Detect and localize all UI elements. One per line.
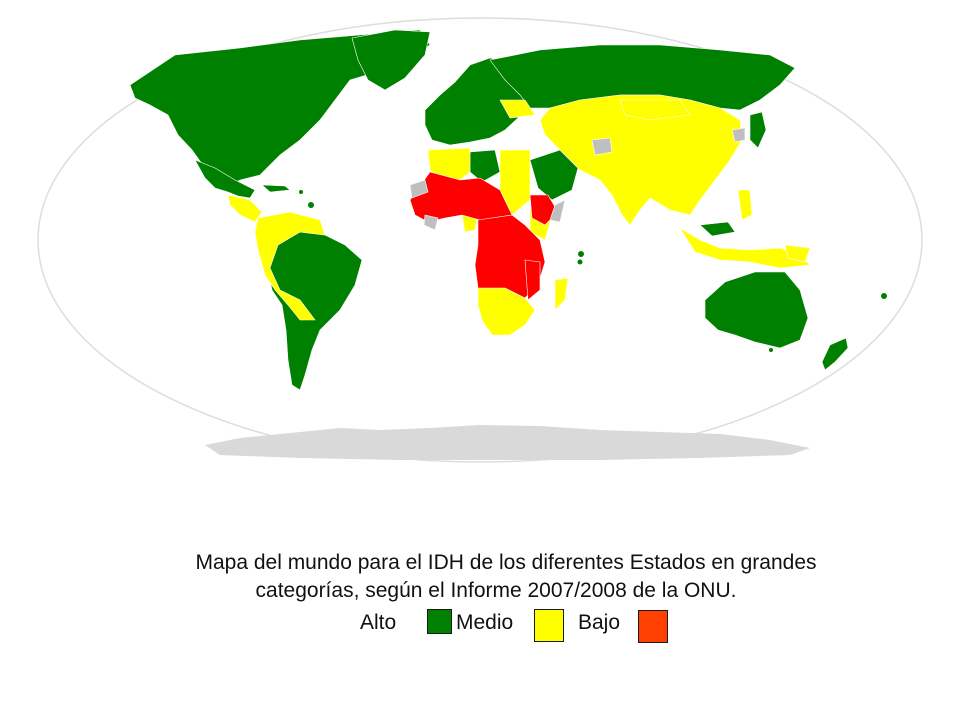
island-dot: [299, 190, 303, 194]
legend-label-high: Alto: [360, 611, 397, 634]
mozambique: [524, 259, 541, 301]
madagascar: [554, 277, 569, 311]
russia: [489, 44, 796, 111]
afghanistan: [591, 137, 613, 156]
island-dot: [769, 348, 773, 352]
south-america: [267, 231, 363, 391]
caption-line-1: Mapa del mundo para el IDH de los difere…: [195, 551, 817, 574]
west-africa-gray: [423, 214, 439, 231]
north-korea: [731, 127, 746, 143]
legend-swatch-high: [427, 609, 452, 634]
legend-label-low: Bajo: [578, 611, 621, 634]
region-low-hdi: [409, 171, 559, 301]
philippines: [737, 189, 753, 221]
antarctica: [205, 425, 810, 460]
greenland: [351, 29, 431, 91]
legend-label-medium: Medio: [456, 611, 514, 634]
legend-swatch-low: [638, 610, 668, 643]
legend: Alto Medio Bajo: [0, 606, 960, 646]
north-america: [129, 29, 431, 189]
malaysia: [699, 221, 736, 237]
caribbean: [261, 184, 291, 193]
island-dot: [308, 202, 314, 208]
central-america: [227, 194, 263, 223]
caucasus: [499, 99, 536, 119]
mongolia: [619, 99, 691, 121]
japan: [749, 111, 767, 149]
island-dot: [578, 251, 584, 257]
north-south-america: [254, 211, 326, 321]
island-dot: [577, 259, 583, 265]
australia: [704, 271, 809, 349]
legend-swatch-medium: [534, 609, 564, 642]
new-zealand: [821, 337, 849, 371]
asia: [539, 94, 743, 226]
papua: [784, 244, 811, 263]
island-dot: [881, 293, 887, 299]
world-map: [37, 17, 923, 463]
world-map-container: [37, 17, 923, 463]
region-high-hdi: [129, 29, 887, 391]
somalia-gray: [549, 199, 566, 223]
mexico: [194, 159, 256, 199]
caption-line-2: categorías, según el Informe 2007/2008 d…: [255, 579, 737, 602]
region-no-data: [409, 127, 746, 231]
western-sahara: [409, 179, 429, 199]
region-medium-hdi: [227, 94, 811, 336]
